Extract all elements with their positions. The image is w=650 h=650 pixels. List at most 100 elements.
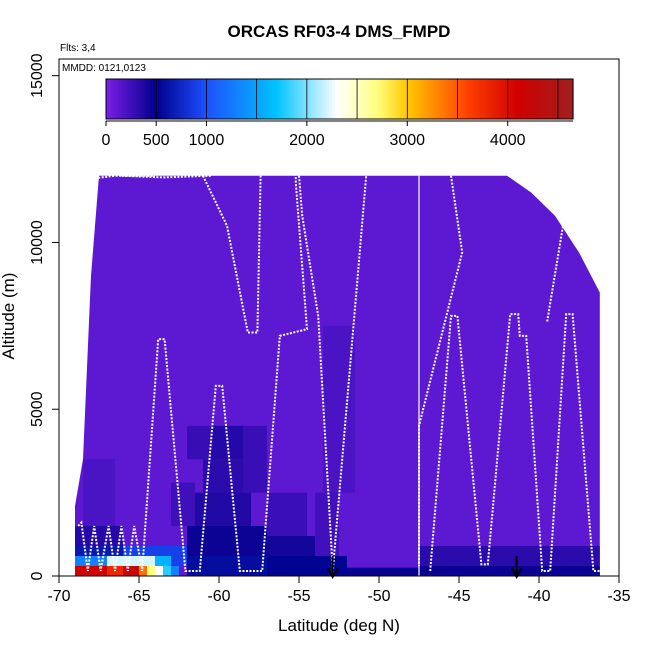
colorbar-swatch xyxy=(490,79,494,119)
colorbar-swatch xyxy=(547,79,552,119)
colorbar-swatch xyxy=(522,79,526,119)
colorbar-swatch xyxy=(299,79,303,119)
colorbar-swatch xyxy=(138,79,142,119)
colorbar-swatch xyxy=(314,79,318,119)
colorbar-swatch xyxy=(362,79,366,119)
heatmap-cell xyxy=(195,492,251,526)
colorbar-tick-label: 2000 xyxy=(289,132,325,149)
colorbar-swatch xyxy=(168,79,172,119)
heatmap-cell xyxy=(75,565,107,576)
colorbar-swatch xyxy=(309,79,313,119)
colorbar-swatch xyxy=(399,79,403,119)
flights-note: Flts: 3,4 xyxy=(60,43,96,54)
colorbar-swatch xyxy=(404,79,408,119)
colorbar-swatch xyxy=(221,79,225,119)
heatmap-cell xyxy=(267,492,307,536)
colorbar-swatch xyxy=(465,79,469,119)
colorbar-swatch xyxy=(354,79,358,119)
colorbar-swatch xyxy=(454,79,459,119)
colorbar-swatch xyxy=(429,79,433,119)
colorbar-swatch xyxy=(106,79,110,119)
heatmap-cell xyxy=(83,459,115,526)
colorbar-swatch xyxy=(153,79,157,119)
colorbar-swatch xyxy=(226,79,230,119)
flight-track-line xyxy=(429,313,600,572)
colorbar-swatch xyxy=(442,79,446,119)
colorbar-swatch xyxy=(151,79,155,119)
colorbar-swatch xyxy=(196,79,200,119)
colorbar-swatch xyxy=(296,79,300,119)
colorbar-swatch xyxy=(470,79,474,119)
heatmap-cell xyxy=(171,565,179,576)
heatmap-cell xyxy=(203,459,243,493)
colorbar: 0 500 1000 2000 3000 4000 xyxy=(62,74,617,149)
colorbar-swatch xyxy=(530,79,534,119)
colorbar-swatch xyxy=(389,79,393,119)
colorbar-swatch xyxy=(449,79,454,119)
colorbar-swatch xyxy=(254,79,258,119)
colorbar-swatch xyxy=(266,79,270,119)
colorbar-swatch xyxy=(387,79,391,119)
colorbar-swatch xyxy=(480,79,484,119)
arrow-head xyxy=(510,567,523,580)
colorbar-swatch xyxy=(334,79,338,119)
colorbar-swatch xyxy=(161,79,165,119)
colorbar-swatch xyxy=(218,79,223,119)
colorbar-frame xyxy=(105,78,574,120)
heatmap-cell xyxy=(155,565,163,576)
y-tick-label: 15000 xyxy=(29,53,46,98)
colorbar-swatch xyxy=(133,79,137,119)
x-axis: -70 -65 -60 -55 -50 -45 -40 -35 xyxy=(47,576,631,605)
colorbar-swatch xyxy=(231,79,235,119)
y-tick-label: 5000 xyxy=(29,391,46,427)
colorbar-swatch xyxy=(515,79,519,119)
colorbar-swatch xyxy=(475,79,479,119)
colorbar-swatch xyxy=(419,79,423,119)
heatmap-cell xyxy=(315,492,339,556)
colorbar-swatch xyxy=(118,79,122,119)
colorbar-swatch xyxy=(239,79,243,119)
colorbar-swatch xyxy=(552,79,557,119)
heatmap-cell xyxy=(147,565,155,576)
colorbar-swatch xyxy=(244,79,248,119)
colorbar-swatch xyxy=(339,79,343,119)
colorbar-swatch xyxy=(141,79,145,119)
colorbar-swatch xyxy=(229,79,233,119)
colorbar-swatch xyxy=(279,79,283,119)
heatmap-cell xyxy=(187,555,267,576)
colorbar-swatch xyxy=(532,79,536,119)
colorbar-swatch xyxy=(369,79,373,119)
colorbar-swatch xyxy=(567,79,572,119)
colorbar-swatch xyxy=(545,79,549,119)
flight-track-line xyxy=(538,175,565,323)
flight-track-layer xyxy=(77,172,600,576)
colorbar-swatch xyxy=(444,79,449,119)
colorbar-swatch xyxy=(417,79,421,119)
colorbar-swatch xyxy=(166,79,170,119)
colorbar-swatch xyxy=(156,79,160,119)
colorbar-swatch xyxy=(477,79,481,119)
colorbar-swatch xyxy=(457,79,461,119)
colorbar-swatch xyxy=(108,79,112,119)
colorbar-swatch xyxy=(286,79,290,119)
colorbar-swatch xyxy=(136,79,140,119)
colorbar-swatch xyxy=(510,79,514,119)
flight-track-line xyxy=(87,174,155,181)
colorbar-swatch xyxy=(319,79,323,119)
colorbar-swatch xyxy=(422,79,426,119)
colorbar-swatch xyxy=(186,79,190,119)
colorbar-swatch xyxy=(276,79,280,119)
colorbar-swatch xyxy=(495,79,499,119)
colorbar-swatch xyxy=(111,79,115,119)
y-tick-label: 0 xyxy=(29,571,46,580)
colorbar-swatch xyxy=(359,79,363,119)
colorbar-swatch xyxy=(500,79,504,119)
colorbar-swatch xyxy=(191,79,195,119)
colorbar-swatch xyxy=(183,79,187,119)
colorbar-swatch xyxy=(344,79,348,119)
heatmap-cell xyxy=(75,545,123,556)
colorbar-swatch xyxy=(203,79,208,119)
flight-track-line xyxy=(202,175,262,334)
colorbar-swatch xyxy=(372,79,376,119)
colorbar-swatch xyxy=(562,79,567,119)
